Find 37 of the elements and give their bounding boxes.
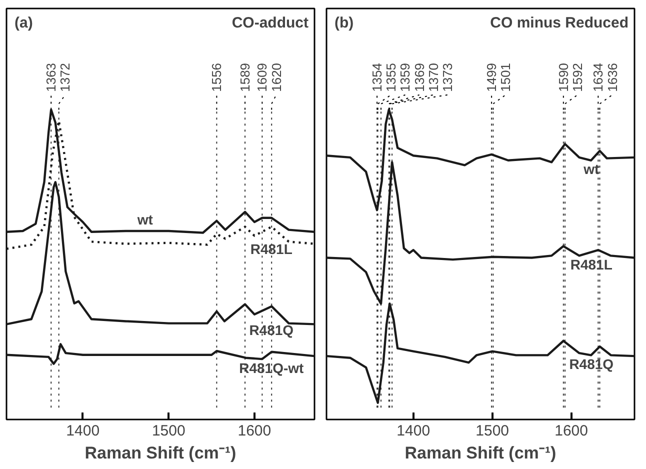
chart-title: CO-adduct [232, 14, 309, 32]
ref-line-label: 1592 [570, 62, 586, 92]
x-tick-label: 1500 [476, 422, 510, 440]
x-tick-label: 1500 [152, 422, 186, 440]
ref-line-label: 1369 [412, 62, 427, 92]
ref-line-label: 1609 [254, 62, 270, 92]
ref-line-label: 1589 [238, 62, 253, 92]
series-label: R481Q [249, 322, 294, 338]
series-label: R481L [570, 256, 613, 272]
series-label: wt [136, 211, 154, 228]
x-axis-title: Raman Shift (cm⁻¹) [84, 444, 236, 462]
series-label: R481L [250, 240, 293, 257]
x-tick-label: 1400 [396, 422, 430, 440]
text: (b) [334, 14, 354, 32]
ref-line-label: 1590 [556, 62, 571, 92]
ref-line-label: 1499 [484, 62, 500, 92]
ref-line-label: 1354 [370, 62, 385, 92]
ref-line-label: 1634 [590, 62, 606, 92]
ref-line-label: 1370 [426, 62, 441, 92]
x-axis-title: Raman Shift (cm⁻¹) [404, 444, 556, 462]
text: (a) [14, 14, 33, 32]
ref-line-label: 1620 [268, 62, 284, 92]
x-tick-label: 1600 [554, 422, 588, 440]
series-label: R481Q [569, 356, 614, 372]
ref-line-label: 1355 [384, 62, 399, 92]
ref-line-label: 1636 [604, 62, 620, 92]
chart-title: CO minus Reduced [490, 14, 629, 32]
x-tick-label: 1600 [238, 422, 272, 440]
ref-line-label: 1373 [440, 62, 455, 92]
series-label: R481Q-wt [239, 360, 304, 376]
ref-line-label: 1556 [209, 62, 224, 92]
ref-line-label: 1501 [498, 62, 514, 92]
x-tick-label: 1400 [66, 422, 100, 440]
ref-line-label: 1363 [44, 62, 59, 92]
ref-line-label: 1372 [58, 62, 73, 92]
ref-line-label: 1359 [398, 62, 413, 92]
series-label: wt [582, 160, 600, 177]
